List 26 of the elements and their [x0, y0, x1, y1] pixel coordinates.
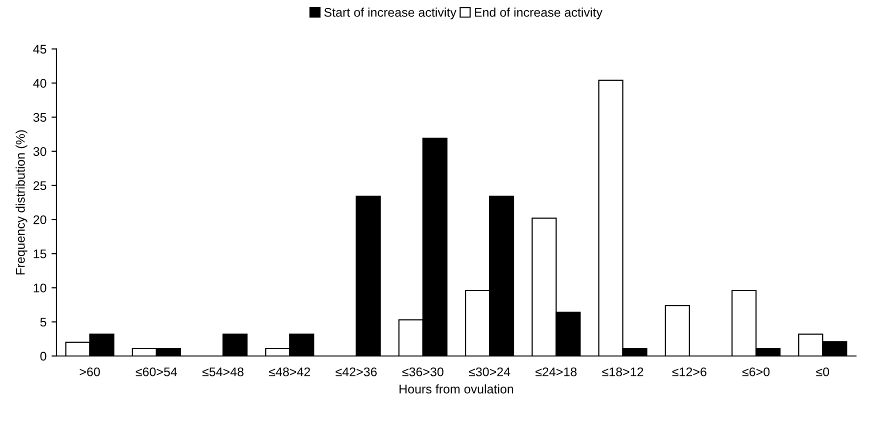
y-tick-label: 35 [33, 112, 46, 122]
x-tick-label: ≤0 [816, 367, 830, 376]
x-tick-label: ≤54>48 [202, 367, 244, 376]
x-axis-title: Hours from ovulation [400, 384, 514, 394]
y-tick-label: 20 [33, 215, 46, 224]
y-tick-label: 30 [33, 147, 46, 156]
x-tick-label: ≤60>54 [136, 367, 178, 376]
x-tick-label: ≤42>36 [336, 367, 377, 376]
x-tick-label: ≤36>30 [402, 367, 444, 376]
legend-label: End of increase activity [474, 8, 602, 20]
y-tick-label: 15 [34, 250, 46, 258]
x-tick-label: ≤18>12 [602, 367, 644, 376]
x-tick-label: ≤6>0 [742, 367, 770, 376]
x-tick-label: ≤24>18 [536, 367, 577, 376]
y-tick-label: 0 [40, 352, 46, 361]
y-tick-label: 5 [40, 318, 46, 327]
y-tick-label: 25 [33, 181, 46, 190]
y-tick-label: 45 [33, 44, 46, 54]
x-tick-label: >60 [80, 367, 100, 376]
x-tick-label: ≤48>42 [269, 367, 310, 376]
y-tick-label: 10 [34, 284, 46, 292]
legend-label: Start of increase activity [324, 8, 456, 20]
y-axis-title: Frequency distribution (%) [16, 130, 28, 274]
x-tick-label: ≤12>6 [672, 367, 706, 376]
x-tick-label: ≤30>24 [468, 367, 510, 376]
y-tick-label: 40 [33, 78, 46, 88]
